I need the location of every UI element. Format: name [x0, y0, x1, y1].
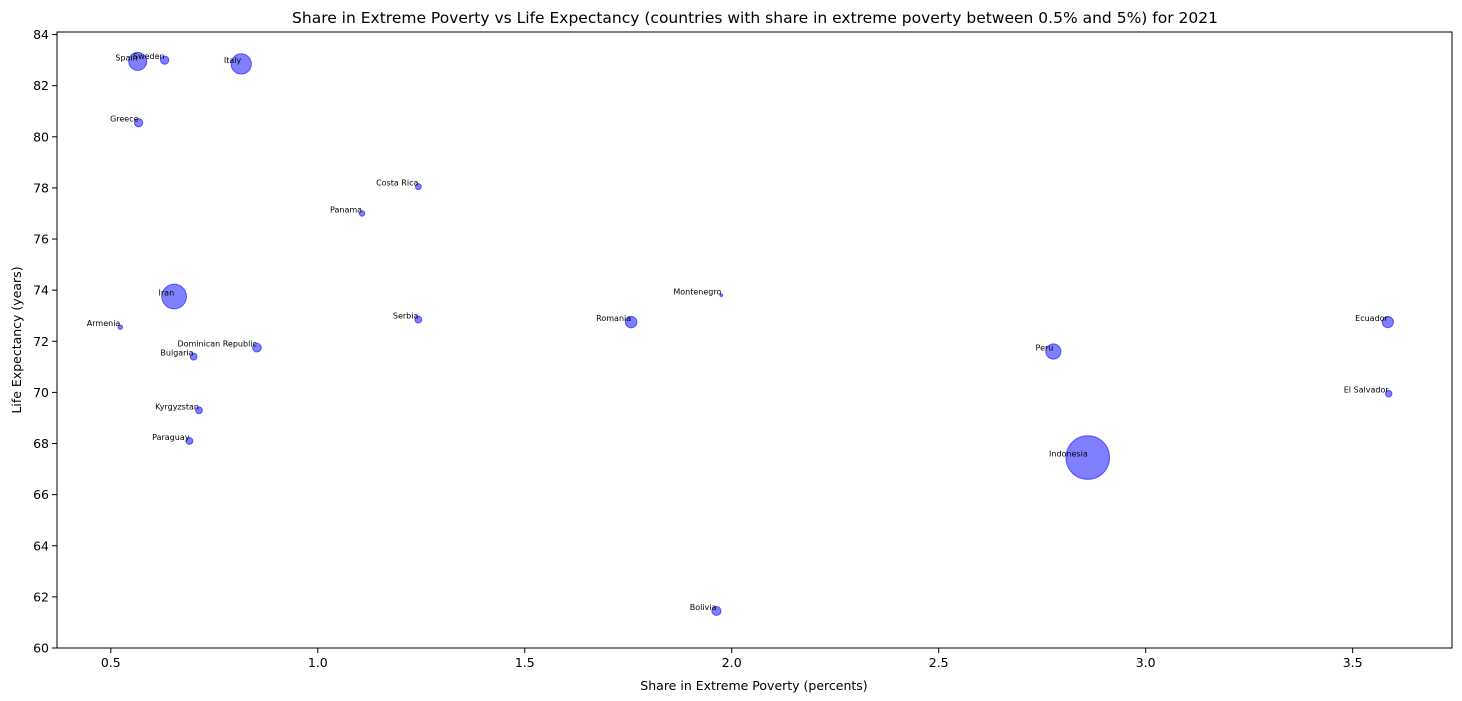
x-tick-label: 1.0	[308, 655, 328, 670]
x-tick-label: 0.5	[101, 655, 121, 670]
data-point	[1065, 435, 1111, 480]
x-tick-label: 2.5	[929, 655, 949, 670]
data-point	[1045, 343, 1062, 360]
data-point	[195, 406, 203, 415]
data-point	[117, 324, 124, 330]
data-point-label: Paraguay	[152, 433, 190, 442]
y-tick-label: 62	[33, 589, 49, 604]
data-point-label: El Salvador	[1344, 386, 1390, 395]
x-tick-label: 3.0	[1136, 655, 1156, 670]
data-point	[358, 210, 366, 217]
data-point-label: Montenegro	[673, 287, 721, 296]
points-layer	[117, 51, 1394, 617]
y-tick-label: 64	[33, 538, 49, 553]
data-point-label: Dominican Republic	[177, 340, 256, 349]
data-point	[414, 183, 422, 191]
data-point-label: Kyrgyzstan	[155, 402, 199, 411]
x-axis-label: Share in Extreme Poverty (percents)	[640, 678, 867, 693]
x-tick-label: 2.0	[722, 655, 742, 670]
data-point	[185, 437, 194, 445]
data-point-label: Sweden	[133, 52, 165, 61]
y-tick-label: 72	[33, 334, 49, 349]
data-point	[189, 352, 198, 361]
data-point-label: Bolivia	[690, 603, 717, 612]
data-point-label: Indonesia	[1049, 450, 1088, 459]
data-point	[252, 342, 262, 353]
data-point-label: Iran	[159, 289, 175, 298]
data-point	[133, 118, 144, 128]
data-point-label: Greece	[110, 115, 139, 124]
data-point-label: Spain	[115, 53, 137, 62]
data-point	[159, 55, 170, 65]
y-tick-label: 84	[33, 27, 49, 42]
y-axis-label: Life Expectancy (years)	[9, 266, 24, 413]
y-tick-label: 78	[33, 180, 49, 195]
data-point-label: Ecuador	[1355, 314, 1388, 323]
x-tick-label: 1.5	[515, 655, 535, 670]
data-point-label: Panama	[330, 205, 362, 214]
y-tick-label: 74	[33, 283, 49, 298]
y-tick-label: 60	[33, 641, 49, 656]
chart-title: Share in Extreme Poverty vs Life Expecta…	[292, 9, 1218, 27]
data-point-label: Serbia	[393, 312, 419, 321]
y-tick-label: 66	[33, 487, 49, 502]
data-point-label: Peru	[1036, 344, 1054, 353]
data-point	[230, 53, 252, 75]
data-point	[624, 315, 638, 329]
data-point	[414, 315, 423, 324]
data-point-label: Costa Rica	[376, 179, 418, 188]
plot-area-frame	[56, 31, 1453, 649]
y-axis: 60 62 64 66 68 70 72 74 76 78 80 82 84	[33, 27, 57, 656]
data-point	[719, 293, 724, 298]
y-tick-label: 82	[33, 78, 49, 93]
data-point	[1384, 389, 1393, 398]
y-tick-label: 70	[33, 385, 49, 400]
data-point-label: Armenia	[87, 319, 121, 328]
data-point	[711, 605, 722, 617]
x-tick-label: 3.5	[1343, 655, 1363, 670]
data-point	[128, 51, 148, 71]
y-tick-label: 80	[33, 129, 49, 144]
data-point-label: Bulgaria	[160, 349, 193, 358]
y-tick-label: 76	[33, 232, 49, 247]
data-point-label: Romania	[596, 314, 631, 323]
x-axis: 0.5 1.0 1.5 2.0 2.5 3.0 3.5	[101, 648, 1363, 670]
data-point	[1381, 316, 1394, 329]
data-point	[161, 283, 188, 310]
y-tick-label: 68	[33, 436, 49, 451]
data-point-label: Italy	[224, 56, 242, 65]
